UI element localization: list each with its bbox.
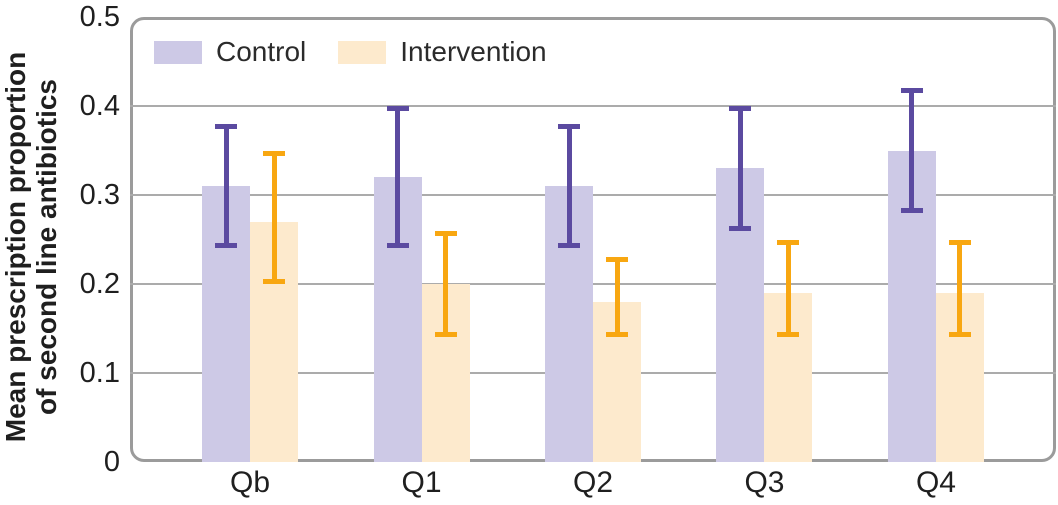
error-bar-cap-bottom (434, 332, 457, 338)
error-bar-cap-top (558, 123, 580, 129)
legend-label-intervention: Intervention (400, 36, 547, 67)
legend: Control Intervention (154, 38, 579, 66)
error-bar-stem (443, 230, 449, 338)
legend-swatch-control (154, 40, 202, 64)
error-bar-control-q2 (558, 123, 580, 249)
error-bar-cap-bottom (606, 332, 628, 338)
error-bar-cap-top (900, 88, 923, 94)
error-bar-cap-top (729, 106, 752, 111)
error-bar-intervention-q3 (777, 239, 800, 338)
error-bar-cap-top (215, 123, 238, 129)
error-bar-stem (909, 88, 915, 213)
error-bar-cap-bottom (215, 243, 238, 249)
error-bar-stem (957, 239, 963, 338)
y-tick-0.1: 0.1 (79, 357, 120, 389)
error-bar-cap-top (948, 239, 971, 245)
x-tick-qb: Qb (230, 466, 271, 499)
y-tick-0: 0 (103, 446, 120, 478)
error-bar-cap-bottom (558, 243, 580, 249)
error-bar-cap-bottom (729, 225, 752, 231)
error-bar-intervention-q2 (606, 257, 628, 338)
error-bar-cap-top (777, 239, 800, 245)
error-bar-control-q3 (729, 106, 752, 231)
error-bar-stem (395, 106, 401, 249)
gridline-0.4 (130, 105, 1056, 107)
plot-area: Control Intervention (130, 17, 1056, 462)
error-bar-stem (737, 106, 743, 231)
error-bar-cap-bottom (386, 243, 409, 249)
error-bar-intervention-q1 (434, 230, 457, 338)
x-tick-q1: Q1 (401, 466, 442, 499)
error-bar-cap-bottom (900, 207, 923, 213)
x-tick-q4: Q4 (915, 466, 956, 499)
error-bar-control-qb (215, 123, 238, 249)
x-tick-q3: Q3 (744, 466, 785, 499)
y-tick-0.5: 0.5 (79, 1, 120, 33)
legend-item-control: Control (154, 38, 306, 66)
error-bar-cap-top (434, 230, 457, 236)
gridline-0.2 (130, 283, 1056, 285)
error-bar-control-q1 (386, 106, 409, 249)
error-bar-stem (271, 150, 277, 284)
error-bar-cap-top (263, 150, 286, 156)
y-tick-0.2: 0.2 (79, 268, 120, 300)
error-bar-cap-bottom (777, 332, 800, 338)
error-bar-stem (566, 123, 572, 249)
error-bar-cap-bottom (948, 332, 971, 338)
error-bar-intervention-q4 (948, 239, 971, 338)
x-tick-q2: Q2 (572, 466, 614, 499)
error-bar-stem (223, 123, 229, 249)
legend-item-intervention: Intervention (338, 36, 547, 67)
error-bar-control-q4 (900, 88, 923, 213)
error-bar-intervention-qb (263, 150, 286, 284)
error-bar-cap-top (606, 257, 628, 263)
gridline-0.3 (130, 194, 1056, 196)
error-bar-cap-bottom (263, 279, 286, 284)
y-tick-0.3: 0.3 (79, 179, 120, 211)
error-bar-stem (614, 257, 620, 338)
legend-label-control: Control (216, 36, 307, 67)
error-bar-stem (785, 239, 791, 338)
y-tick-0.4: 0.4 (79, 90, 120, 122)
error-bar-cap-top (386, 106, 409, 111)
legend-swatch-intervention (338, 40, 387, 64)
